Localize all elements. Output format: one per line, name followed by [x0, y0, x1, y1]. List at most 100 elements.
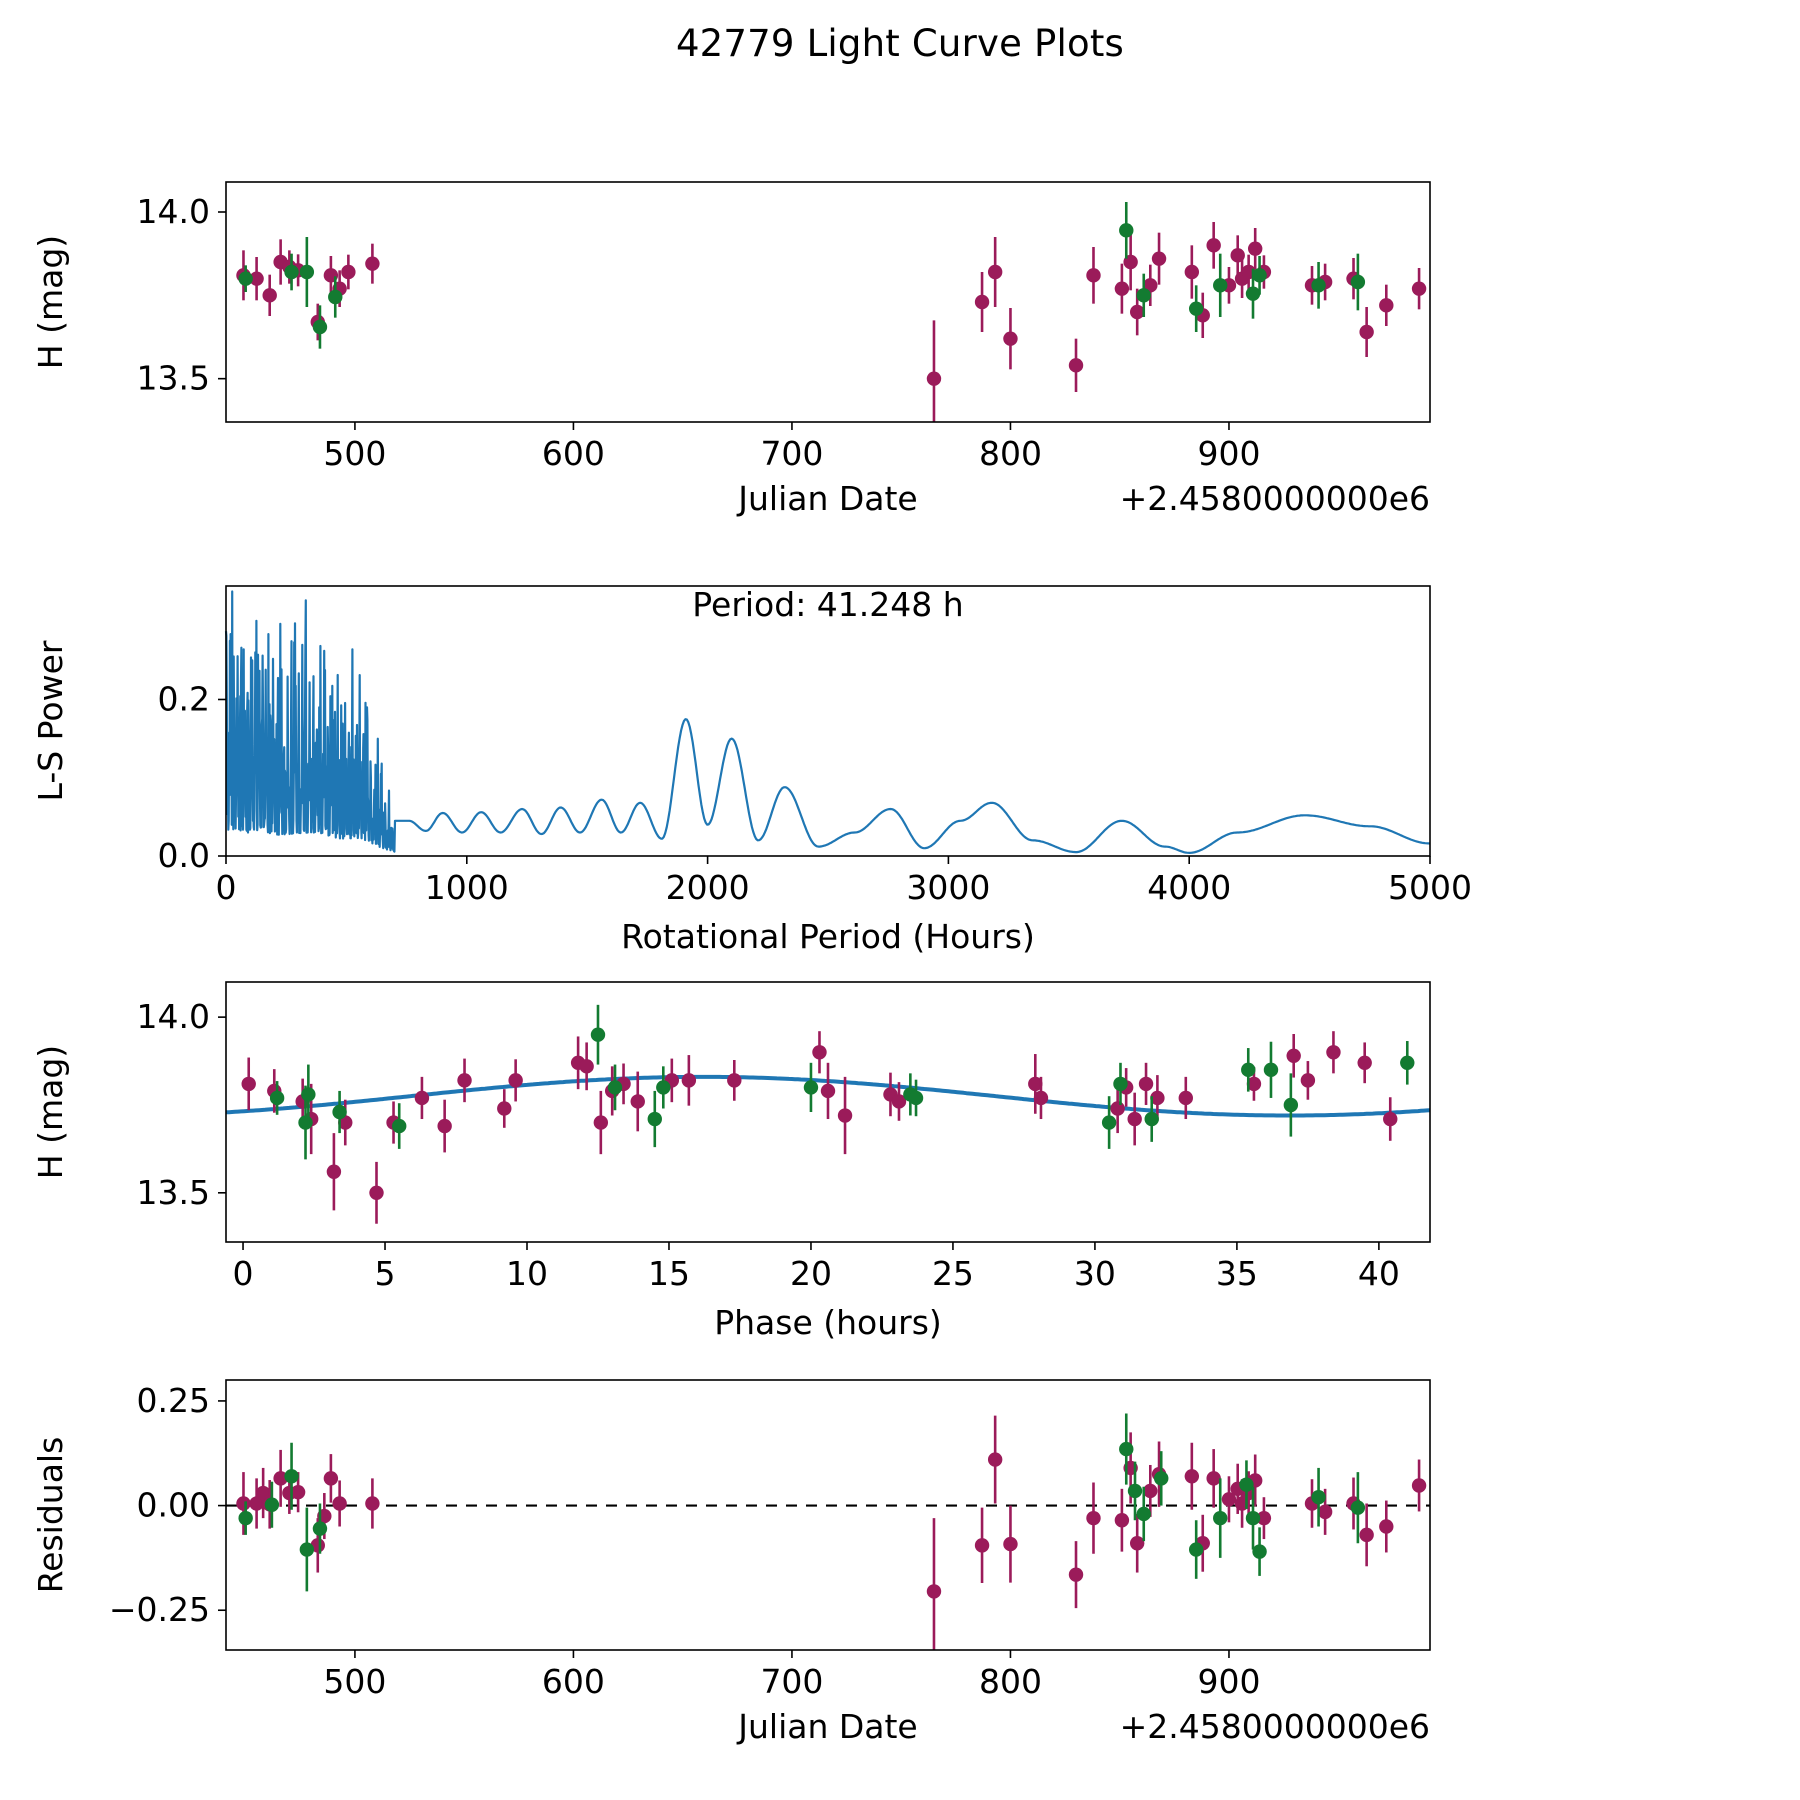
data-point: [1230, 248, 1245, 263]
data-point: [326, 1164, 342, 1179]
data-point: [1239, 1477, 1254, 1492]
y-tick-label: 0.0: [158, 836, 210, 875]
data-point: [299, 264, 315, 280]
x-axis-offset-label: +2.4580000000e6: [1120, 479, 1430, 518]
data-point: [323, 1471, 339, 1486]
data-point: [1241, 1062, 1256, 1078]
data-point: [1110, 1101, 1125, 1116]
data-point: [365, 1496, 380, 1511]
x-tick-label: 600: [542, 1662, 605, 1701]
data-point: [1143, 1483, 1158, 1499]
data-point: [255, 1485, 271, 1501]
data-point: [1326, 1045, 1341, 1060]
data-point: [1411, 281, 1427, 296]
data-point: [1245, 1510, 1261, 1526]
data-point: [974, 1538, 990, 1553]
periodogram-panel: 0 1000 2000 3000 4000 5000 0.2 0.0 Period: 41.2…: [0, 570, 1800, 960]
data-point: [1101, 1115, 1117, 1130]
data-point: [1300, 1073, 1316, 1088]
data-point: [1188, 1542, 1204, 1557]
data-point: [332, 1104, 347, 1120]
y-axis-label: L-S Power: [31, 640, 70, 801]
data-point: [301, 1087, 316, 1102]
x-tick-label: 1000: [425, 868, 509, 907]
data-point: [1068, 358, 1084, 373]
data-point: [1246, 1076, 1262, 1092]
data-point: [1357, 1055, 1372, 1071]
data-point: [1136, 1506, 1151, 1522]
data-point: [1178, 1090, 1193, 1106]
data-point: [332, 1496, 347, 1511]
y-tick-label: 13.5: [137, 359, 210, 398]
data-point: [341, 264, 356, 280]
data-point: [312, 1521, 328, 1536]
y-tick-label: −0.25: [109, 1590, 210, 1629]
data-point: [590, 1027, 606, 1042]
data-point: [365, 256, 380, 271]
data-point: [249, 1496, 264, 1511]
data-point: [1252, 268, 1267, 283]
data-point: [1400, 1055, 1415, 1071]
y-tick-label: 0.00: [137, 1486, 210, 1525]
x-tick-label: 5: [375, 1254, 396, 1293]
x-tick-label: 2000: [666, 868, 750, 907]
y-tick-label: 14.0: [137, 997, 210, 1036]
data-point: [908, 1090, 924, 1106]
residuals-panel: 500 600 700 800 900 0.25 0.00 −0.25 Julian Date…: [0, 1360, 1800, 1780]
data-point: [1286, 1048, 1301, 1063]
x-axis-offset-label: +2.4580000000e6: [1120, 1707, 1430, 1746]
periodogram-curve: [224, 590, 1430, 854]
period-annotation: Period: 41.248 h: [692, 585, 963, 624]
data-point: [1411, 1478, 1427, 1493]
data-point: [1028, 1076, 1043, 1092]
data-point: [1311, 1490, 1326, 1505]
data-point: [437, 1118, 452, 1134]
x-tick-label: 10: [506, 1254, 548, 1293]
x-tick-label: 800: [979, 434, 1042, 473]
data-point: [1003, 331, 1018, 346]
data-point: [290, 1484, 306, 1500]
data-point: [241, 1076, 256, 1092]
data-point: [262, 288, 277, 303]
data-point: [1127, 1483, 1143, 1499]
data-point: [238, 271, 253, 286]
x-tick-label: 0: [216, 868, 237, 907]
data-point: [812, 1045, 827, 1060]
data-point: [1221, 1492, 1237, 1507]
data-point: [1151, 251, 1167, 266]
data-point: [1379, 1519, 1394, 1534]
data-point: [1003, 1536, 1018, 1552]
plot-frame: [225, 585, 1431, 857]
data-point: [497, 1101, 512, 1116]
x-tick-label: 700: [760, 1662, 823, 1701]
data-point: [249, 271, 264, 286]
data-point: [987, 1452, 1003, 1467]
data-point: [1252, 1544, 1267, 1559]
y-axis-label: H (mag): [31, 1045, 70, 1179]
x-tick-label: 5000: [1388, 868, 1472, 907]
data-point: [298, 1115, 313, 1130]
data-point: [238, 1510, 253, 1526]
x-tick-label: 500: [323, 434, 386, 473]
data-point: [1256, 1510, 1272, 1526]
data-point: [1311, 278, 1326, 293]
data-point: [508, 1073, 523, 1088]
data-point: [987, 264, 1003, 280]
data-point: [1184, 1469, 1200, 1484]
data-point: [1119, 223, 1134, 238]
data-point: [273, 1471, 288, 1486]
y-tick-label: 0.25: [137, 1381, 210, 1420]
x-tick-label: 35: [1216, 1254, 1258, 1293]
data-point: [1188, 301, 1204, 316]
data-point: [338, 1115, 353, 1130]
data-point: [1086, 268, 1101, 283]
x-axis-label: Rotational Period (Hours): [621, 917, 1035, 956]
data-point: [891, 1094, 907, 1109]
data-point: [269, 1090, 285, 1106]
x-axis-label: Julian Date: [736, 479, 918, 518]
y-axis-label: Residuals: [31, 1437, 70, 1594]
x-axis-label: Julian Date: [736, 1707, 918, 1746]
x-tick-label: 3000: [906, 868, 990, 907]
data-point: [630, 1094, 645, 1109]
phase-folded-svg: 0 5 10 15 20 25 30 35 40 14.0 13.5 Phase (hours) H…: [31, 981, 1431, 1342]
